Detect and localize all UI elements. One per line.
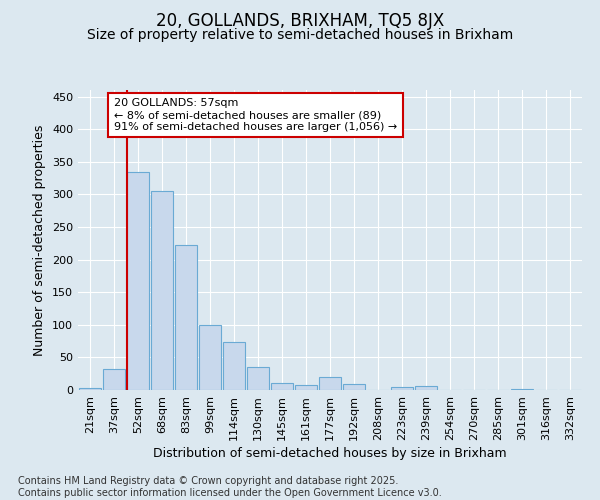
Bar	[343, 384, 365, 390]
Bar	[319, 377, 341, 390]
Bar	[79, 388, 101, 390]
Bar	[295, 385, 317, 390]
Bar	[223, 342, 245, 390]
Bar	[103, 369, 125, 390]
Bar	[271, 384, 293, 390]
Bar	[175, 245, 197, 390]
Bar	[391, 386, 413, 390]
X-axis label: Distribution of semi-detached houses by size in Brixham: Distribution of semi-detached houses by …	[153, 447, 507, 460]
Text: Contains HM Land Registry data © Crown copyright and database right 2025.
Contai: Contains HM Land Registry data © Crown c…	[18, 476, 442, 498]
Text: 20 GOLLANDS: 57sqm
← 8% of semi-detached houses are smaller (89)
91% of semi-det: 20 GOLLANDS: 57sqm ← 8% of semi-detached…	[114, 98, 397, 132]
Bar	[127, 172, 149, 390]
Bar	[415, 386, 437, 390]
Text: 20, GOLLANDS, BRIXHAM, TQ5 8JX: 20, GOLLANDS, BRIXHAM, TQ5 8JX	[156, 12, 444, 30]
Bar	[199, 325, 221, 390]
Text: Size of property relative to semi-detached houses in Brixham: Size of property relative to semi-detach…	[87, 28, 513, 42]
Bar	[247, 366, 269, 390]
Bar	[151, 191, 173, 390]
Y-axis label: Number of semi-detached properties: Number of semi-detached properties	[34, 124, 46, 356]
